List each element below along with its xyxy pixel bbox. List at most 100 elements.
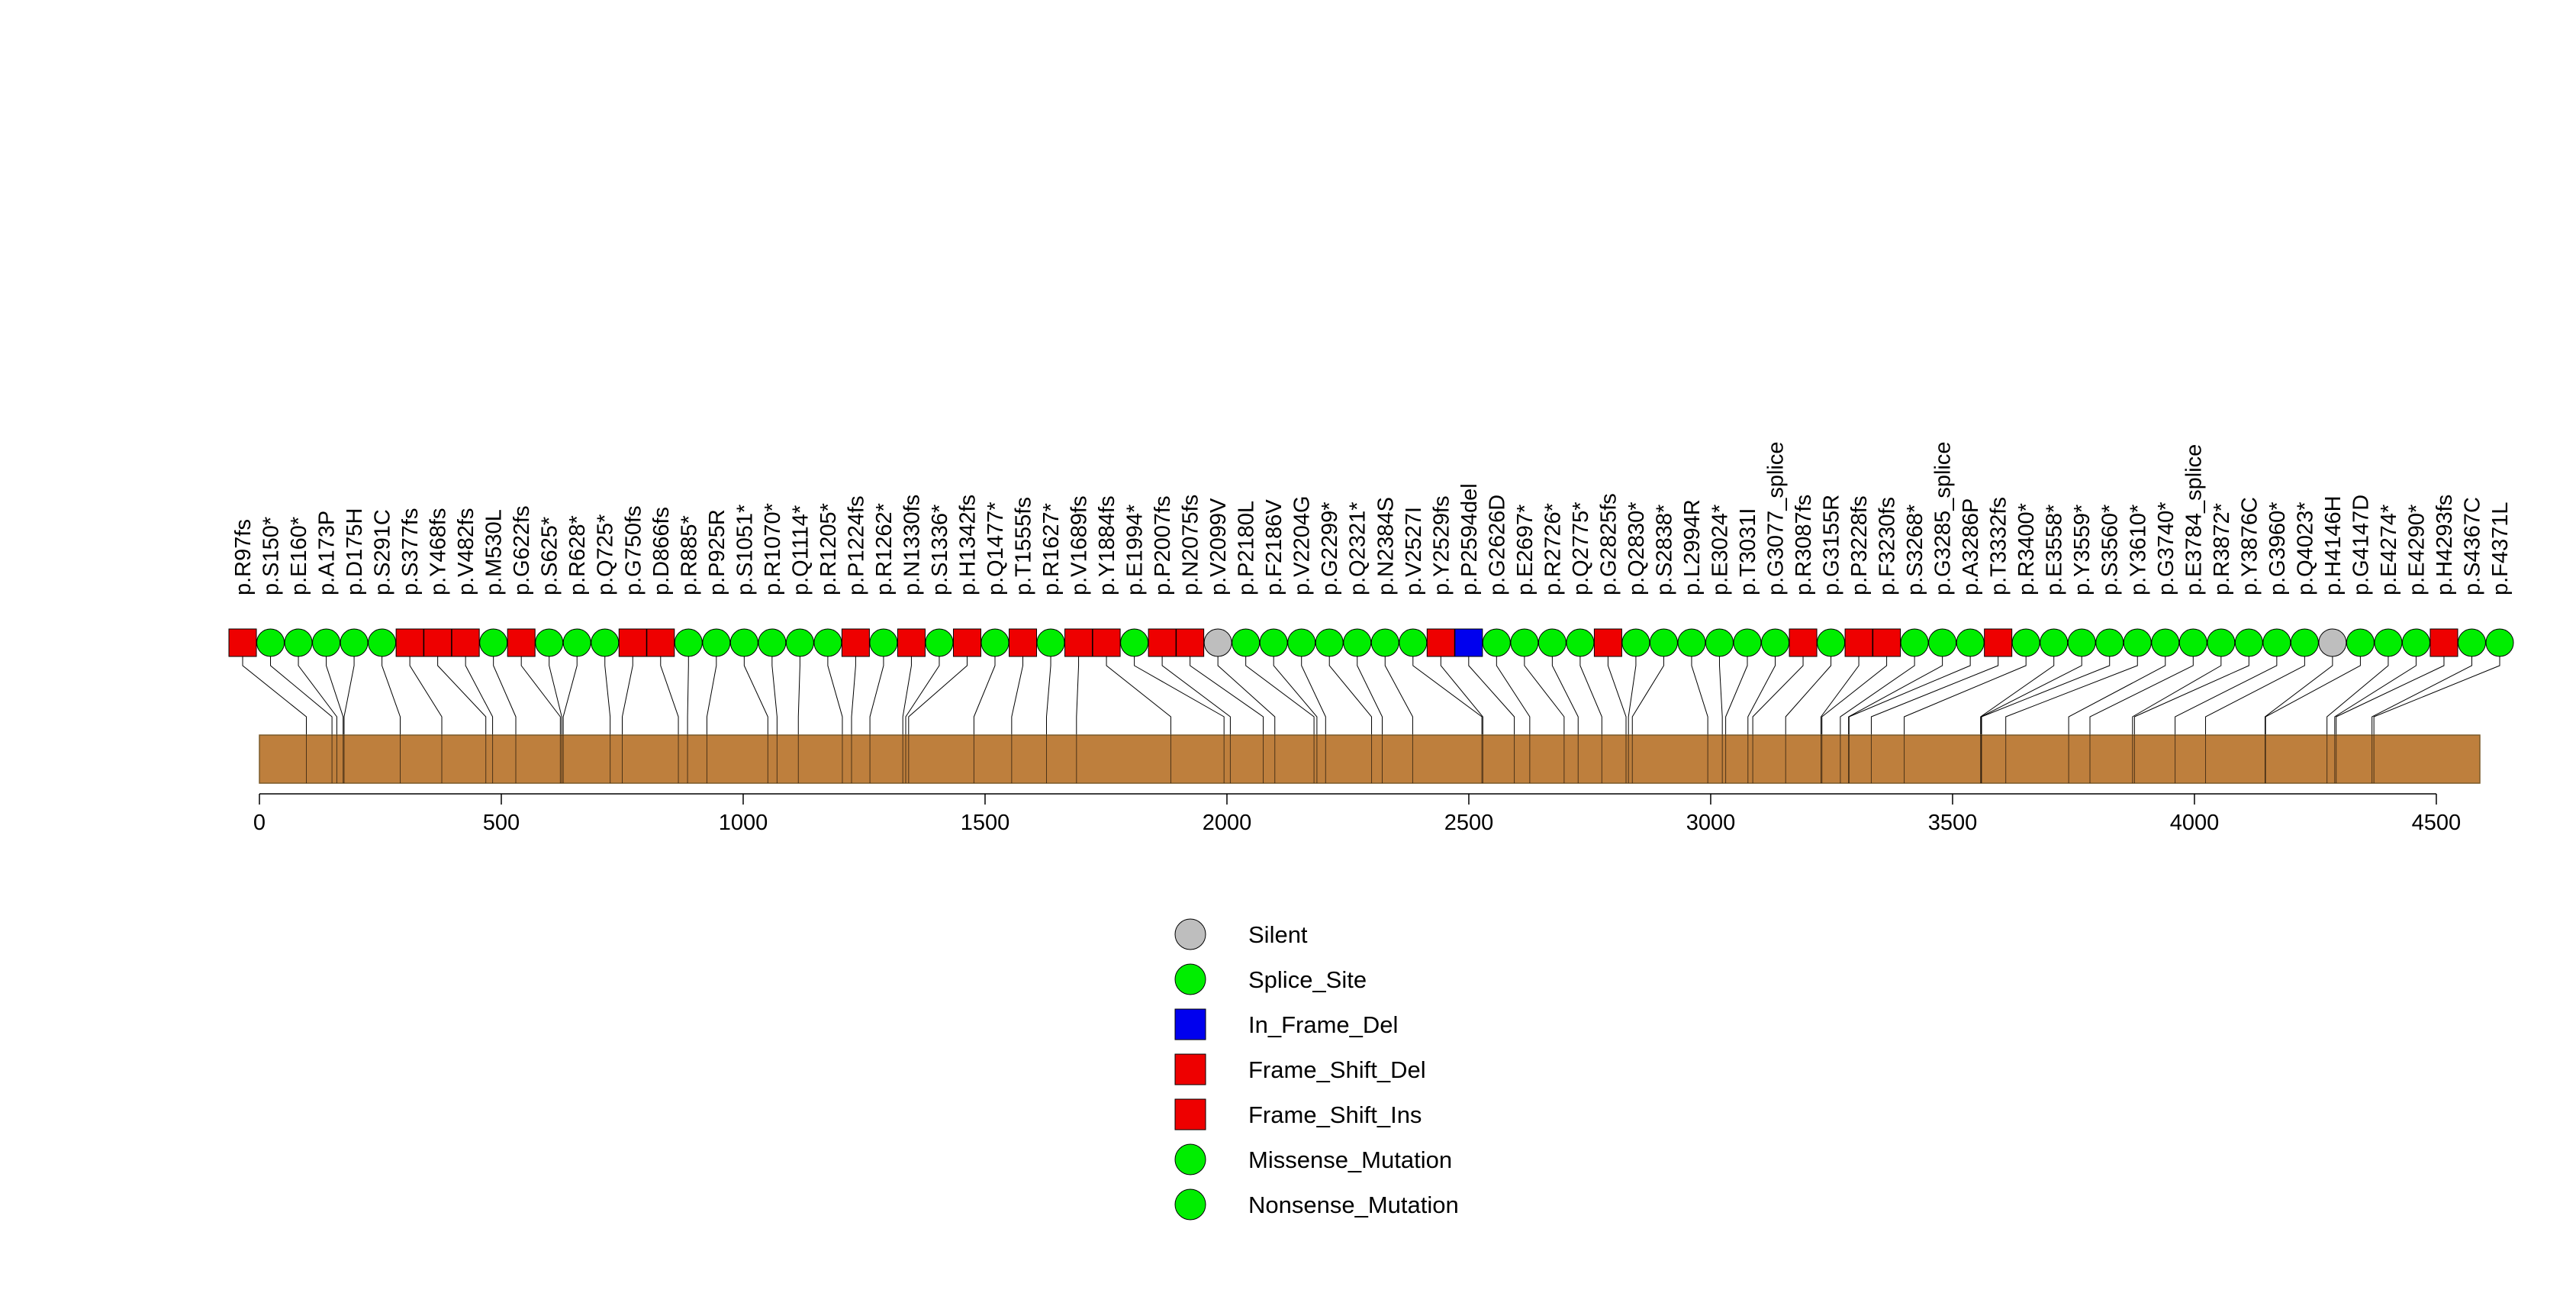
connector-line (465, 656, 494, 735)
connector-line (827, 656, 843, 735)
connector-line (1785, 656, 1832, 735)
mutation-marker (646, 628, 675, 657)
connector-line (2336, 656, 2445, 735)
mutation-marker (2485, 628, 2514, 657)
connector-line (687, 656, 689, 735)
x-tick-label: 3500 (1928, 811, 1978, 835)
mutation-marker (1259, 628, 1288, 657)
legend-swatch (1174, 1188, 1206, 1221)
mutation-marker (2040, 628, 2069, 657)
connector-line (437, 656, 487, 735)
mutation-marker (2290, 628, 2319, 657)
legend: Silent Splice_Site In_Frame_Del Frame_Shift… (1174, 918, 1459, 1221)
x-tick-label: 4500 (2412, 811, 2462, 835)
mutation-label: p.G3285_splice (1931, 441, 1956, 595)
mutation-label: p.A173P (315, 511, 340, 595)
mutation-label: p.Y3610* (2126, 505, 2150, 595)
connector-line (1747, 656, 1776, 735)
mutation-label: p.Q2321* (1346, 501, 1370, 595)
connector-line (382, 656, 401, 735)
connector-line (1468, 656, 1515, 735)
mutation-marker (1677, 628, 1706, 657)
mutation-marker (1148, 628, 1177, 657)
connector-line (1076, 656, 1080, 735)
mutation-marker (1649, 628, 1678, 657)
connector-line (604, 656, 611, 735)
connector-line (2205, 656, 2305, 735)
mutation-marker (2234, 628, 2263, 657)
mutation-label: p.N1330fs (900, 495, 924, 595)
mutation-label: p.S150* (259, 517, 284, 595)
mutation-marker (1454, 628, 1483, 657)
connector-line (908, 656, 968, 735)
connector-line (1981, 656, 2111, 735)
connector-line (549, 656, 562, 735)
legend-swatch (1174, 1008, 1206, 1040)
mutation-marker (897, 628, 926, 657)
mutation-marker (479, 628, 508, 657)
mutation-label: p.E160* (287, 517, 311, 595)
mutation-marker (535, 628, 564, 657)
connector-lines (242, 656, 2500, 735)
connector-line (1691, 656, 1708, 735)
connector-line (1496, 656, 1531, 735)
mutation-label: p.P2007fs (1151, 495, 1175, 595)
mutation-labels: p.R97fs p.S150* p.E160* p.A173P p.D175H p.S29… (231, 441, 2513, 595)
connector-line (1551, 656, 1579, 735)
mutation-label: p.F4371L (2488, 501, 2513, 595)
mutation-label: p.R2726* (1541, 503, 1565, 595)
mutation-label: p.S1336* (928, 505, 952, 595)
connector-line (1821, 656, 1888, 735)
mutation-label: p.E2697* (1513, 505, 1538, 595)
mutation-marker (1789, 628, 1818, 657)
mutation-marker (1733, 628, 1762, 657)
connector-line (409, 656, 443, 735)
mutation-marker (1092, 628, 1121, 657)
connector-line (1011, 656, 1024, 735)
mutation-label: p.R3087fs (1792, 495, 1816, 595)
mutation-marker (507, 628, 536, 657)
x-tick-label: 1000 (719, 811, 768, 835)
connector-line (1904, 656, 2027, 735)
connector-line (1440, 656, 1483, 735)
mutation-label: p.E4290* (2404, 505, 2429, 595)
mutation-label: p.G4147D (2349, 495, 2373, 595)
connector-line (242, 656, 307, 735)
mutation-marker (952, 628, 981, 657)
connector-line (771, 656, 778, 735)
mutation-label: p.V482fs (454, 508, 478, 595)
mutation-marker (2429, 628, 2458, 657)
mutation-label: p.T1555fs (1012, 497, 1036, 595)
mutation-marker (618, 628, 647, 657)
mutation-marker (1956, 628, 1985, 657)
connector-line (2132, 656, 2222, 735)
connector-line (621, 656, 633, 735)
mutation-label: p.E4274* (2377, 505, 2401, 595)
mutation-label: p.R628* (565, 515, 590, 595)
mutation-label: p.G2299* (1318, 501, 1342, 595)
mutation-marker (2457, 628, 2486, 657)
mutation-label: p.M530L (482, 509, 507, 595)
mutation-marker (2374, 628, 2403, 657)
mutation-marker (2095, 628, 2124, 657)
x-axis: 0 500 1000 1500 2000 2500 3000 3500 4000 4500 (253, 793, 2462, 835)
mutation-marker (1176, 628, 1205, 657)
mutation-label: p.S4367C (2460, 497, 2484, 595)
mutation-label: p.Y2529fs (1429, 495, 1454, 595)
mutation-marker (1315, 628, 1344, 657)
mutation-label: p.G750fs (621, 505, 646, 595)
mutation-label: p.E3784_splice (2182, 444, 2206, 595)
connector-line (1301, 656, 1326, 735)
connector-line (1328, 656, 1373, 735)
legend-label: Nonsense_Mutation (1248, 1192, 1459, 1218)
connector-line (1245, 656, 1315, 735)
mutation-marker (2401, 628, 2430, 657)
mutation-marker (1566, 628, 1595, 657)
legend-swatch (1174, 1098, 1206, 1130)
mutation-marker (228, 628, 257, 657)
connector-line (1524, 656, 1565, 735)
x-tick-label: 2500 (1444, 811, 1494, 835)
mutation-marker (2151, 628, 2180, 657)
mutation-marker (562, 628, 591, 657)
connector-line (2334, 656, 2417, 735)
